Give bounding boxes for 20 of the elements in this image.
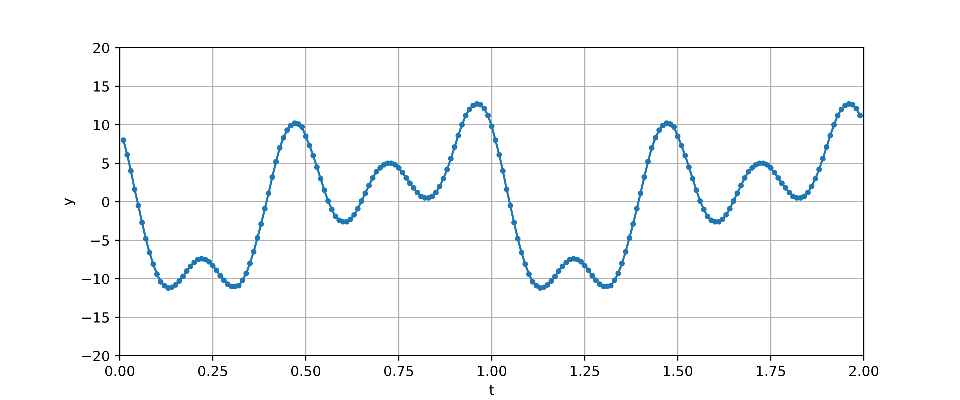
x-tick-label: 0.50 (291, 366, 321, 376)
y-tick-label: −5 (91, 236, 110, 246)
x-axis-title: t (490, 386, 494, 396)
y-tick-label: −15 (82, 312, 110, 323)
x-tick-label: 1.25 (571, 366, 600, 376)
y-tick-label: 0 (102, 196, 110, 208)
y-tick-label: −10 (82, 274, 110, 284)
y-tick-label: −20 (82, 350, 110, 362)
x-tick-label: 0.00 (105, 366, 135, 376)
y-tick-label: 5 (102, 158, 110, 169)
x-tick-label: 1.50 (664, 366, 693, 376)
y-tick-label: 10 (94, 120, 110, 130)
x-tick-label: 1.75 (757, 366, 786, 376)
x-tick-label: 0.25 (198, 366, 228, 376)
x-tick-label: 1.00 (478, 366, 507, 376)
x-tick-label: 2.00 (850, 366, 879, 376)
x-tick-label: 0.75 (384, 366, 414, 376)
y-axis-title: y (64, 198, 76, 206)
y-tick-label: 20 (94, 42, 110, 54)
y-tick-label: 15 (94, 82, 110, 92)
